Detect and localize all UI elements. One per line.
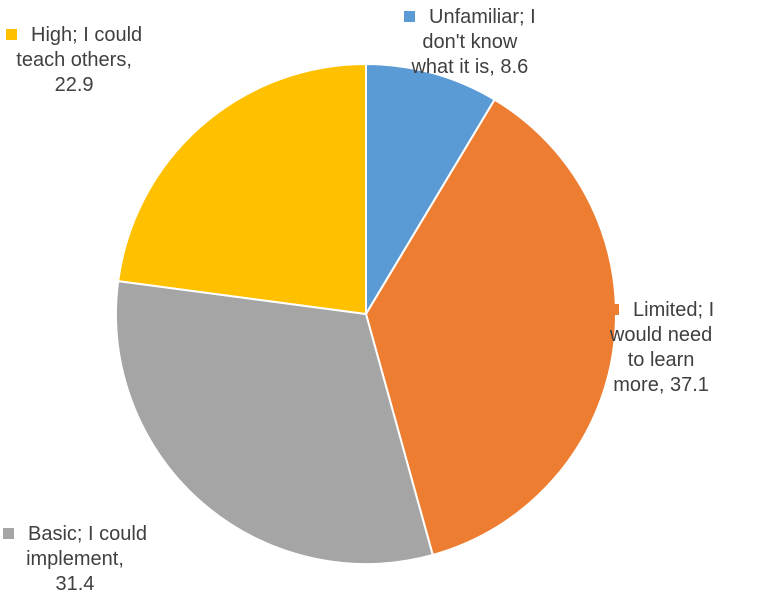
legend-key-limited <box>608 304 619 315</box>
label-line: implement, <box>26 548 124 570</box>
label-line: Unfamiliar; I <box>429 6 536 28</box>
legend-key-unfamiliar <box>404 11 415 22</box>
slice-label-limited: Limited; I would need to learn more, 37.… <box>608 298 714 398</box>
slice-label-unfamiliar: Unfamiliar; I don't know what it is, 8.6 <box>404 5 536 80</box>
pie-slice-limited <box>365 98 617 556</box>
label-line: don't know <box>422 31 518 53</box>
label-line: would need <box>609 324 713 346</box>
slice-label-high: High; I could teach others, 22.9 <box>6 23 142 98</box>
slice-label-basic: Basic; I could implement, 31.4 <box>3 522 147 597</box>
label-line: Basic; I could <box>28 523 147 545</box>
label-line: 31.4 <box>55 573 95 595</box>
label-line: 22.9 <box>54 74 94 96</box>
label-line: High; I could <box>31 24 143 46</box>
legend-key-high <box>6 29 17 40</box>
label-line: more, 37.1 <box>613 374 709 396</box>
pie-slice-unfamiliar <box>365 63 496 315</box>
pie-slice-high <box>117 63 367 315</box>
label-line: to learn <box>627 349 695 371</box>
label-line: Limited; I <box>633 299 715 321</box>
label-line: what it is, 8.6 <box>411 56 529 78</box>
pie-slice-basic <box>115 280 434 565</box>
label-line: teach others, <box>16 49 132 71</box>
legend-key-basic <box>3 528 14 539</box>
